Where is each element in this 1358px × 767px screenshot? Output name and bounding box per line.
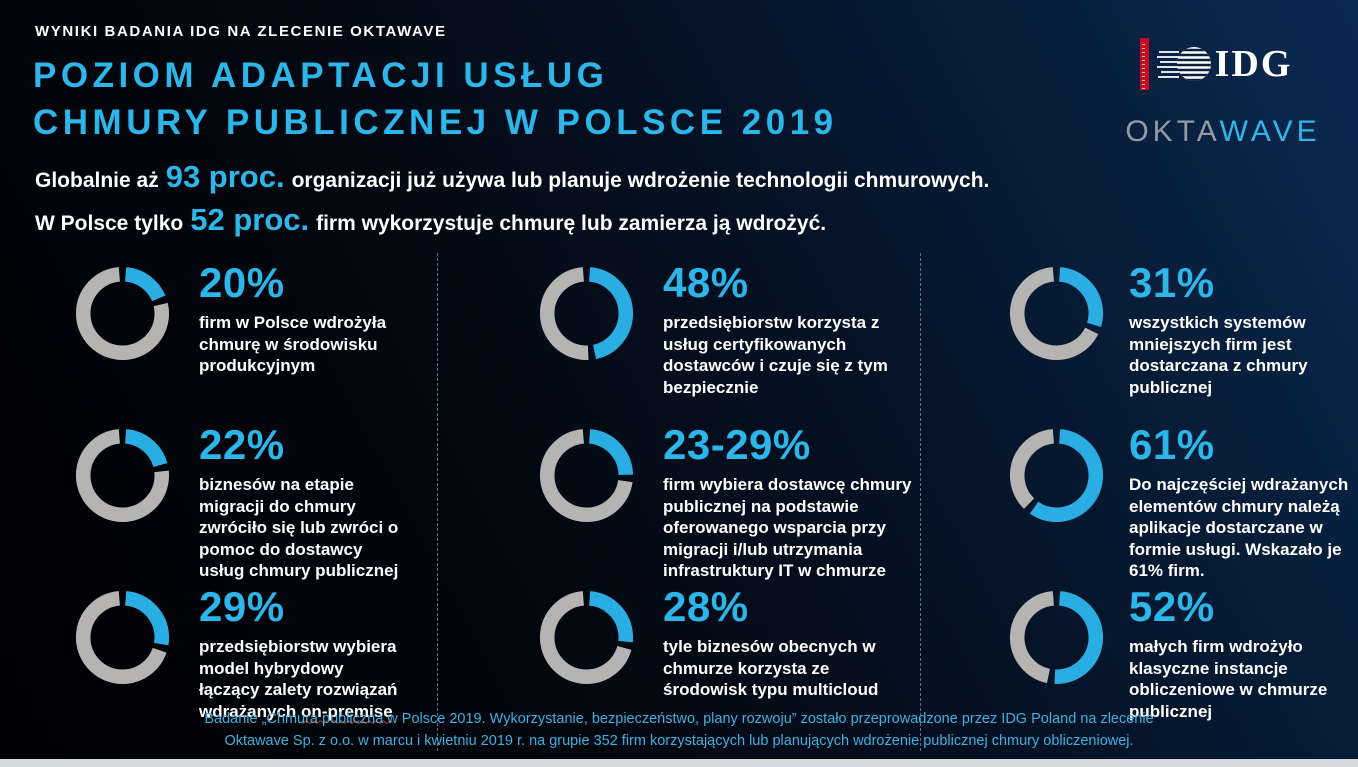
- stat-value: 29%: [199, 583, 285, 630]
- page-title-line1: POZIOM ADAPTACJI USŁUG: [33, 56, 609, 95]
- stat-description: przedsiębiorstw korzysta z usług certyfi…: [663, 313, 888, 397]
- stat-value: 23-29%: [663, 421, 811, 468]
- stat-item: 23-29% firm wybiera dostawcę chmury publ…: [538, 422, 920, 589]
- donut-chart: [539, 590, 634, 685]
- donut-chart: [1009, 428, 1104, 523]
- stat-description: firm w Polsce wdrożyła chmurę w środowis…: [199, 313, 387, 376]
- stat-description: małych firm wdrożyło klasyczne instancje…: [1129, 637, 1328, 721]
- stat-description: firm wybiera dostawcę chmury publicznej …: [663, 475, 912, 581]
- stat-description-text: przedsiębiorstw wybiera model hybrydowy …: [199, 637, 398, 721]
- stat-item: 20% firm w Polsce wdrożyła chmurę w środ…: [74, 260, 437, 427]
- kicker-text: WYNIKI BADANIA IDG NA ZLECENIE OKTAWAVE: [35, 23, 447, 40]
- idg-logo: IDG: [1139, 38, 1293, 90]
- intro-suffix: firm wykorzystuje chmurę lub zamierza ją…: [316, 212, 827, 235]
- stat-value: 52%: [1129, 583, 1215, 630]
- intro-suffix: organizacji już używa lub planuje wdroże…: [291, 169, 990, 192]
- stat-item: 31% wszystkich systemów mniejszych firm …: [1008, 260, 1358, 427]
- stat-item: 29% przedsiębiorstw wybiera model hybryd…: [74, 584, 437, 751]
- stats-column-1: 20% firm w Polsce wdrożyła chmurę w środ…: [0, 253, 437, 751]
- stat-value: 28%: [663, 583, 749, 630]
- stat-description: wszystkich systemów mniejszych firm jest…: [1129, 313, 1308, 397]
- intro-prefix: Globalnie aż: [35, 169, 159, 192]
- stats-column-2: 48% przedsiębiorstw korzysta z usług cer…: [437, 253, 920, 751]
- oktawave-logo-text-cyan: WAVE: [1219, 115, 1321, 148]
- donut-chart: [539, 428, 634, 523]
- donut-chart: [75, 266, 170, 361]
- stat-item: 48% przedsiębiorstw korzysta z usług cer…: [538, 260, 920, 427]
- stat-description-underlined-word: on-premise: [301, 701, 393, 721]
- intro-highlight: 52 proc.: [190, 202, 310, 237]
- stat-item: 28% tyle biznesów obecnych w chmurze kor…: [538, 584, 920, 751]
- oktawave-logo-text-gray: OKTA: [1125, 115, 1220, 148]
- donut-chart: [1009, 266, 1104, 361]
- stat-value: 31%: [1129, 259, 1215, 306]
- logo-area: IDG OKTAWAVE: [1118, 38, 1328, 147]
- stat-value: 22%: [199, 421, 285, 468]
- stats-column-3: 31% wszystkich systemów mniejszych firm …: [920, 253, 1358, 751]
- stat-value: 61%: [1129, 421, 1215, 468]
- intro-line-poland: W Polsce tylko 52 proc. firm wykorzystuje …: [35, 200, 989, 243]
- stat-description: przedsiębiorstw wybiera model hybrydowy …: [199, 636, 404, 722]
- bottom-edge-strip: [0, 759, 1358, 767]
- donut-chart: [75, 428, 170, 523]
- donut-chart: [75, 590, 170, 685]
- stats-grid: 20% firm w Polsce wdrożyła chmurę w środ…: [0, 253, 1358, 751]
- stat-item: 61% Do najczęściej wdrażanych elementów …: [1008, 422, 1358, 589]
- intro-prefix: W Polsce tylko: [35, 212, 184, 235]
- page-title: POZIOM ADAPTACJI USŁUG CHMURY PUBLICZNEJ…: [33, 52, 838, 146]
- stat-description: biznesów na etapie migracji do chmury zw…: [199, 475, 399, 581]
- intro-highlight: 93 proc.: [165, 159, 285, 194]
- donut-chart: [539, 266, 634, 361]
- stat-value: 20%: [199, 259, 285, 306]
- idg-globe-icon: [1156, 47, 1211, 81]
- intro-line-global: Globalnie aż 93 proc. organizacji już używ…: [35, 157, 989, 200]
- oktawave-logo: OKTAWAVE: [1118, 117, 1328, 147]
- stat-description: tyle biznesów obecnych w chmurze korzyst…: [663, 637, 879, 700]
- stat-item: 52% małych firm wdrożyło klasyczne insta…: [1008, 584, 1358, 751]
- footer-note: Badanie „Chmura publiczna w Polsce 2019.…: [0, 708, 1358, 752]
- footer-line1: Badanie „Chmura publiczna w Polsce 2019.…: [204, 711, 1154, 727]
- stat-item: 22% biznesów na etapie migracji do chmur…: [74, 422, 437, 589]
- donut-chart: [1009, 590, 1104, 685]
- idg-redbar-icon: [1139, 38, 1149, 90]
- idg-logo-text: IDG: [1214, 43, 1293, 85]
- stat-value: 48%: [663, 259, 749, 306]
- page-title-line2: CHMURY PUBLICZNEJ W POLSCE 2019: [33, 103, 838, 142]
- intro-block: Globalnie aż 93 proc. organizacji już używ…: [35, 157, 989, 243]
- stat-description: Do najczęściej wdrażanych elementów chmu…: [1129, 475, 1349, 581]
- footer-line2: Oktawave Sp. z o.o. w marcu i kwietniu 2…: [224, 733, 1134, 749]
